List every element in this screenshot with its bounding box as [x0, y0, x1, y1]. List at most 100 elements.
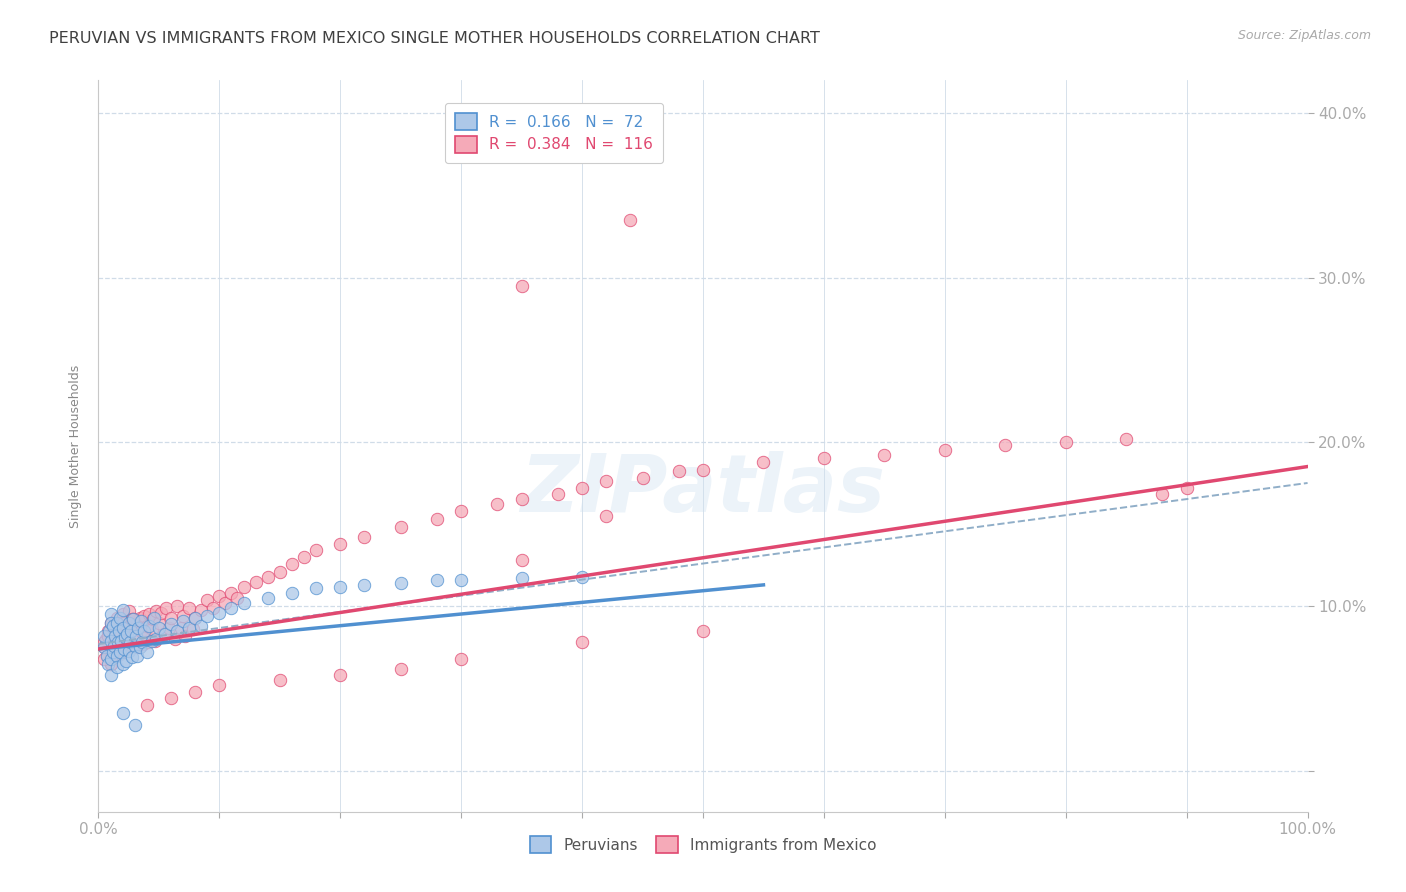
Point — [117, 614, 139, 628]
Point — [100, 668, 122, 682]
Point — [114, 631, 136, 645]
Point — [124, 627, 146, 641]
Point — [510, 571, 533, 585]
Point — [692, 463, 714, 477]
Point — [111, 602, 134, 616]
Point — [94, 632, 117, 647]
Text: Source: ZipAtlas.com: Source: ZipAtlas.com — [1237, 29, 1371, 42]
Point — [202, 601, 225, 615]
Point — [450, 504, 472, 518]
Point — [131, 614, 153, 628]
Y-axis label: Single Mother Households: Single Mother Households — [69, 364, 82, 528]
Point — [184, 684, 207, 698]
Point — [292, 549, 315, 564]
Point — [105, 660, 128, 674]
Point — [214, 596, 236, 610]
Point — [873, 448, 896, 462]
Point — [117, 627, 139, 641]
Point — [122, 612, 145, 626]
Point — [112, 629, 135, 643]
Point — [510, 278, 533, 293]
Point — [111, 657, 134, 671]
Point — [115, 619, 138, 633]
Point — [105, 611, 128, 625]
Point — [172, 614, 194, 628]
Point — [155, 601, 177, 615]
Point — [486, 497, 509, 511]
Point — [148, 621, 170, 635]
Point — [105, 643, 128, 657]
Point — [127, 648, 149, 663]
Point — [692, 624, 714, 638]
Point — [142, 612, 165, 626]
Point — [125, 629, 148, 643]
Point — [595, 475, 617, 489]
Point — [124, 717, 146, 731]
Point — [100, 657, 122, 671]
Point — [115, 653, 138, 667]
Point — [108, 611, 131, 625]
Point — [105, 648, 128, 663]
Point — [97, 629, 120, 643]
Point — [179, 601, 201, 615]
Point — [208, 606, 231, 620]
Point — [668, 465, 690, 479]
Point — [122, 612, 145, 626]
Point — [389, 662, 412, 676]
Point — [184, 611, 207, 625]
Point — [934, 443, 956, 458]
Point — [127, 621, 149, 635]
Point — [135, 645, 157, 659]
Point — [329, 580, 352, 594]
Point — [111, 615, 134, 630]
Point — [208, 590, 231, 604]
Point — [105, 615, 128, 630]
Point — [98, 635, 121, 649]
Point — [93, 652, 115, 666]
Point — [124, 639, 146, 653]
Point — [141, 633, 163, 648]
Point — [190, 602, 212, 616]
Point — [426, 573, 449, 587]
Point — [118, 615, 141, 630]
Point — [145, 604, 167, 618]
Point — [100, 645, 122, 659]
Point — [256, 569, 278, 583]
Point — [174, 629, 197, 643]
Point — [571, 569, 593, 583]
Point — [100, 615, 122, 630]
Point — [195, 609, 218, 624]
Point — [143, 633, 166, 648]
Point — [138, 619, 160, 633]
Point — [93, 629, 115, 643]
Point — [184, 611, 207, 625]
Point — [114, 619, 136, 633]
Point — [103, 639, 125, 653]
Point — [141, 622, 163, 636]
Point — [97, 657, 120, 671]
Point — [256, 591, 278, 605]
Point — [160, 617, 183, 632]
Point — [510, 553, 533, 567]
Point — [166, 624, 188, 638]
Point — [128, 640, 150, 655]
Point — [108, 645, 131, 659]
Point — [120, 624, 142, 638]
Text: PERUVIAN VS IMMIGRANTS FROM MEXICO SINGLE MOTHER HOUSEHOLDS CORRELATION CHART: PERUVIAN VS IMMIGRANTS FROM MEXICO SINGL… — [49, 31, 820, 46]
Point — [121, 612, 143, 626]
Point — [353, 530, 375, 544]
Point — [269, 565, 291, 579]
Point — [994, 438, 1017, 452]
Point — [100, 633, 122, 648]
Point — [208, 678, 231, 692]
Point — [221, 601, 243, 615]
Point — [96, 648, 118, 663]
Point — [450, 573, 472, 587]
Point — [232, 580, 254, 594]
Point — [329, 537, 352, 551]
Point — [115, 642, 138, 657]
Point — [163, 632, 186, 647]
Point — [100, 652, 122, 666]
Point — [129, 624, 152, 638]
Legend: Peruvians, Immigrants from Mexico: Peruvians, Immigrants from Mexico — [523, 830, 883, 859]
